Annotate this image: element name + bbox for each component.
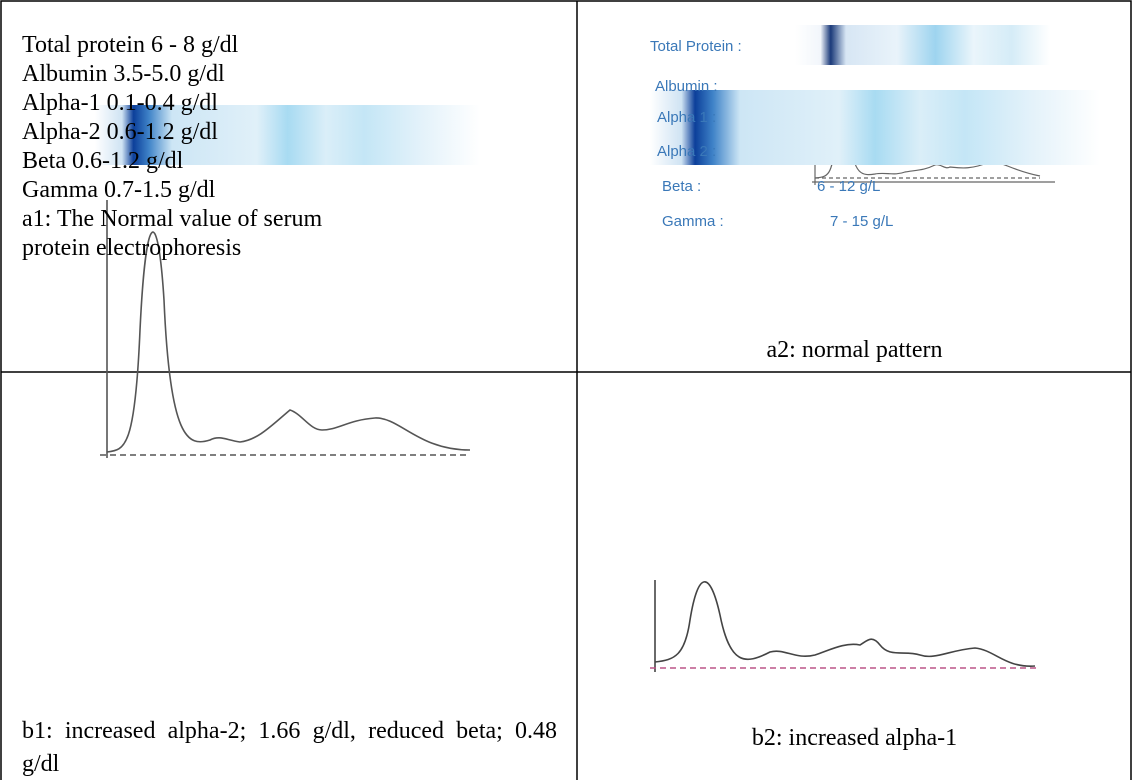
value: 7 - 15 g/L <box>830 213 893 230</box>
label: Albumin : <box>655 78 718 95</box>
text-line: Beta 0.6-1.2 g/dl <box>22 147 183 176</box>
label: Alpha 2 : <box>657 143 716 160</box>
caption: b1: increased alpha-2; 1.66 g/dl, reduce… <box>22 715 557 780</box>
text-line: Albumin 3.5-5.0 g/dl <box>22 60 225 89</box>
text-line: Alpha-2 0.6-1.2 g/dl <box>22 118 218 147</box>
text-line: Total protein 6 - 8 g/dl <box>22 31 238 60</box>
gel-strip <box>650 90 1100 165</box>
value: 6 - 12 g/L <box>817 178 880 195</box>
label: Total Protein : <box>650 38 742 55</box>
label: Alpha 1 : <box>657 109 716 126</box>
text-line: Gamma 0.7-1.5 g/dl <box>22 176 215 205</box>
gel-strip <box>795 25 1050 65</box>
document: Total protein 6 - 8 g/dl Albumin 3.5-5.0… <box>0 0 1132 780</box>
caption: a2: normal pattern <box>578 336 1131 365</box>
caption: b2: increased alpha-1 <box>578 724 1131 753</box>
trace-b2 <box>650 580 1040 672</box>
label: Gamma : <box>662 213 724 230</box>
caption: a1: The Normal value of serum protein el… <box>22 205 367 263</box>
text-line: Alpha-1 0.1-0.4 g/dl <box>22 89 218 118</box>
label: Beta : <box>662 178 701 195</box>
